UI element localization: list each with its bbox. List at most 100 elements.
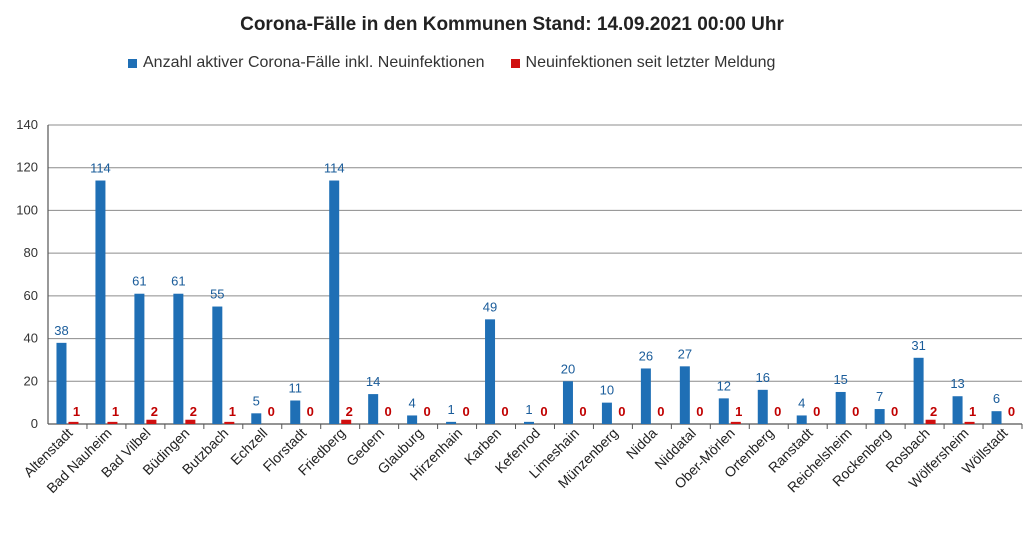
y-tick-label: 100 <box>16 202 38 217</box>
data-label-active: 15 <box>833 372 847 387</box>
data-label-new: 1 <box>969 404 976 419</box>
data-label-active: 26 <box>639 348 653 363</box>
data-label-active: 1 <box>447 402 454 417</box>
data-label-new: 0 <box>891 404 898 419</box>
y-tick-label: 40 <box>24 331 38 346</box>
bar-active <box>134 293 145 424</box>
data-label-new: 0 <box>501 404 508 419</box>
bar-active <box>562 381 573 424</box>
legend-item-active: Anzahl aktiver Corona-Fälle inkl. Neuinf… <box>128 54 485 72</box>
bar-new <box>224 421 235 424</box>
data-label-active: 14 <box>366 374 380 389</box>
data-label-new: 0 <box>424 404 431 419</box>
bar-new <box>68 421 79 424</box>
data-label-new: 0 <box>579 404 586 419</box>
data-label-new: 0 <box>462 404 469 419</box>
bar-new <box>730 421 741 424</box>
data-label-new: 0 <box>696 404 703 419</box>
data-label-new: 1 <box>112 404 119 419</box>
data-label-new: 0 <box>385 404 392 419</box>
data-label-new: 0 <box>813 404 820 419</box>
data-label-active: 4 <box>798 395 805 410</box>
data-label-new: 0 <box>307 404 314 419</box>
data-label-active: 6 <box>993 391 1000 406</box>
bar-active <box>446 421 457 424</box>
data-label-new: 0 <box>540 404 547 419</box>
data-label-active: 114 <box>324 161 345 176</box>
bar-active <box>679 366 690 424</box>
legend-swatch-new <box>510 58 520 68</box>
data-label-active: 5 <box>253 393 260 408</box>
data-label-active: 61 <box>171 274 185 289</box>
bar-active <box>601 402 612 424</box>
data-label-new: 1 <box>229 404 236 419</box>
data-label-active: 38 <box>54 323 68 338</box>
data-label-active: 13 <box>950 376 964 391</box>
legend: Anzahl aktiver Corona-Fälle inkl. Neuinf… <box>128 54 775 72</box>
data-label-active: 12 <box>717 378 731 393</box>
data-label-active: 55 <box>210 287 224 302</box>
data-label-active: 7 <box>876 389 883 404</box>
bar-active <box>952 396 963 424</box>
chart-title: Corona-Fälle in den Kommunen Stand: 14.0… <box>240 14 784 35</box>
bar-active <box>212 306 223 424</box>
bar-new <box>964 421 975 424</box>
bar-active <box>524 421 534 424</box>
legend-label-active: Anzahl aktiver Corona-Fälle inkl. Neuinf… <box>143 54 485 71</box>
data-label-new: 0 <box>618 404 625 419</box>
y-tick-label: 60 <box>24 288 38 303</box>
bar-active <box>251 413 262 424</box>
bar-active <box>718 398 729 424</box>
bar-new <box>925 419 936 424</box>
bar-active <box>95 180 106 424</box>
data-label-active: 49 <box>483 299 497 314</box>
bar-active <box>173 293 184 424</box>
data-label-new: 2 <box>151 404 158 419</box>
data-label-active: 1 <box>525 402 532 417</box>
data-label-new: 0 <box>1008 404 1015 419</box>
data-label-active: 20 <box>561 361 575 376</box>
y-tick-label: 140 <box>16 117 38 132</box>
bar-active <box>407 415 418 424</box>
y-tick-label: 0 <box>31 416 38 431</box>
data-label-active: 114 <box>90 161 111 176</box>
bar-active <box>757 389 768 424</box>
data-label-active: 61 <box>132 274 146 289</box>
data-label-active: 27 <box>678 346 692 361</box>
bar-active <box>368 394 379 424</box>
data-label-new: 0 <box>657 404 664 419</box>
bar-active <box>56 342 67 424</box>
bar-active <box>640 368 651 424</box>
data-label-new: 2 <box>190 404 197 419</box>
bar-active <box>991 411 1002 424</box>
data-label-active: 4 <box>409 395 416 410</box>
bar-active <box>329 180 340 424</box>
bar-active <box>874 409 885 424</box>
bar-active <box>835 391 846 424</box>
legend-label-new: Neuinfektionen seit letzter Meldung <box>525 54 776 71</box>
data-label-active: 31 <box>911 338 925 353</box>
data-label-new: 0 <box>268 404 275 419</box>
y-tick-label: 120 <box>16 160 38 175</box>
bar-new <box>341 419 352 424</box>
legend-item-new: Neuinfektionen seit letzter Meldung <box>510 54 776 72</box>
legend-swatch-active <box>128 58 137 68</box>
x-category-label: Nidda <box>623 425 660 462</box>
bar-active <box>913 357 924 424</box>
data-label-new: 1 <box>735 404 742 419</box>
data-label-active: 11 <box>288 381 302 396</box>
bar-active <box>485 319 496 424</box>
data-label-new: 0 <box>852 404 859 419</box>
data-label-active: 10 <box>600 383 614 398</box>
bar-new <box>107 421 118 424</box>
data-label-new: 2 <box>930 404 937 419</box>
y-tick-label: 80 <box>24 245 38 260</box>
data-label-new: 0 <box>774 404 781 419</box>
y-tick-label: 20 <box>24 373 38 388</box>
data-label-active: 16 <box>756 370 770 385</box>
bar-active <box>290 400 301 424</box>
bar-new <box>185 419 196 424</box>
data-label-new: 1 <box>73 404 80 419</box>
